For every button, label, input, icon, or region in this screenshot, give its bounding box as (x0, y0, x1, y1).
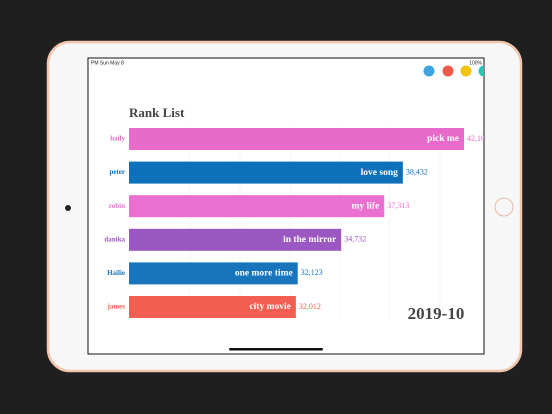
bar-label: pick me (427, 134, 459, 144)
bar (129, 296, 296, 318)
camera (65, 205, 71, 211)
toolbar-button[interactable] (442, 65, 454, 77)
chart-title: Rank List (129, 105, 185, 120)
value-label: 42,100 (467, 134, 489, 143)
category-label: haily (110, 135, 125, 143)
bar (129, 262, 298, 285)
home-button[interactable] (494, 197, 514, 217)
category-label: Hailie (107, 269, 125, 277)
category-label: james (107, 303, 126, 311)
bar (129, 228, 342, 251)
status-time: PM Sun May 8 (91, 60, 124, 66)
grid (189, 127, 441, 320)
status-battery: 100% (469, 60, 482, 66)
bar-label: in the mirror (283, 235, 337, 245)
home-indicator (229, 348, 323, 351)
toolbar-button[interactable] (423, 65, 435, 77)
bar-label: city movie (249, 302, 290, 312)
bar-label: one more time (235, 269, 293, 279)
value-label: 34,732 (344, 235, 366, 244)
toolbar-button[interactable] (478, 65, 490, 77)
category-label: robin (109, 202, 125, 210)
toolbar (423, 65, 490, 77)
category-label: peter (109, 168, 125, 176)
bar-label: my life (352, 201, 380, 211)
toolbar-button[interactable] (460, 65, 472, 77)
category-label: danika (104, 235, 125, 243)
value-label: 32,123 (301, 268, 323, 277)
date-label: 2019-10 (408, 304, 465, 323)
value-label: 32,012 (299, 302, 321, 311)
plot: haily pick me 42,100 peter love song 38,432 ro… (104, 128, 489, 318)
bar (129, 195, 385, 218)
bar-label: love song (361, 168, 398, 178)
value-label: 37,313 (387, 201, 409, 210)
value-label: 38,432 (406, 167, 428, 176)
bar (129, 128, 464, 150)
bar (129, 161, 403, 184)
